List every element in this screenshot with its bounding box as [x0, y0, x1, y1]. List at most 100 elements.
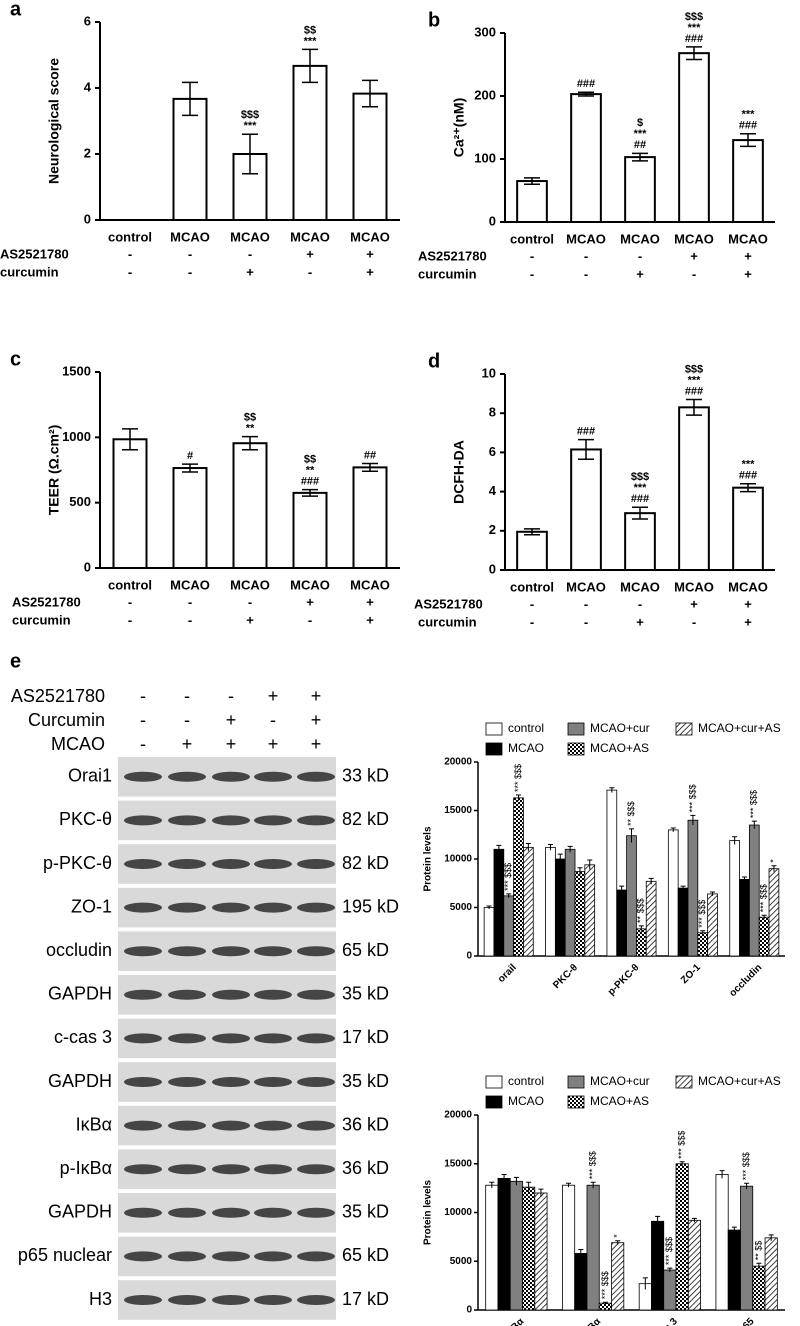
y-tick-label: 10000	[444, 854, 472, 865]
significance-label: ***	[244, 120, 258, 132]
blot-band	[297, 1033, 335, 1044]
significance-label: *** $$$	[503, 863, 513, 891]
panel-label: b	[428, 9, 440, 31]
condition-sign: -	[530, 596, 534, 611]
error-bar	[629, 828, 634, 843]
condition-sign: -	[692, 266, 696, 281]
bar	[707, 893, 718, 957]
error-bar	[501, 1173, 507, 1183]
condition-sign: +	[268, 734, 279, 754]
x-tick-label: p65	[737, 1316, 757, 1326]
condition-sign: +	[366, 594, 374, 609]
significance-label: ***	[742, 109, 756, 121]
bar	[564, 848, 576, 957]
legend-label: MCAO+cur	[590, 721, 650, 735]
condition-sign: -	[128, 594, 132, 609]
blot-band	[212, 1251, 250, 1262]
error-bar	[740, 483, 756, 493]
condition-sign: -	[584, 596, 588, 611]
blot-band	[297, 902, 335, 913]
blot-row-label: IκBα	[76, 1114, 112, 1134]
significance-label: ###	[685, 33, 703, 45]
condition-sign: +	[744, 596, 752, 611]
bar	[509, 1180, 523, 1311]
significance-label: *** $$$	[697, 900, 707, 928]
error-bar	[700, 930, 706, 935]
bar	[598, 1302, 612, 1311]
legend-label: MCAO+cur+AS	[698, 1074, 781, 1088]
blot-band	[254, 1120, 292, 1131]
condition-sign: -	[128, 246, 132, 261]
condition-sign: +	[246, 612, 254, 627]
blot-band	[124, 1120, 162, 1131]
significance-label: ###	[631, 493, 649, 505]
error-bar	[578, 1249, 584, 1258]
blot-band	[212, 1295, 250, 1305]
blot-row-label: p65 nuclear	[18, 1245, 112, 1265]
y-tick-label: 10000	[444, 1207, 472, 1218]
error-bar	[731, 1226, 737, 1233]
bar	[523, 846, 534, 957]
condition-sign: +	[636, 266, 644, 281]
condition-sign: -	[584, 248, 588, 263]
blot-band	[254, 902, 292, 913]
x-tick-label: control	[510, 231, 554, 246]
bar	[752, 1265, 766, 1311]
condition-sign: -	[140, 686, 146, 706]
error-bar	[680, 885, 686, 891]
blot-band	[168, 1164, 206, 1175]
blot-band	[254, 771, 292, 782]
legend-swatch	[567, 1075, 585, 1089]
y-axis-label: Neurological score	[46, 58, 62, 184]
x-tick-label: control	[510, 579, 554, 594]
bar	[503, 895, 515, 957]
significance-label: ###	[739, 120, 757, 132]
legend-label: MCAO+AS	[590, 741, 649, 755]
bar	[678, 406, 710, 571]
blot-row-size: 65 kD	[342, 1245, 389, 1265]
blot-band	[297, 1207, 335, 1218]
blot-row-size: 35 kD	[342, 1071, 389, 1091]
condition-sign: +	[366, 246, 374, 261]
error-bar	[642, 1277, 648, 1290]
condition-sign: -	[128, 612, 132, 627]
bar	[764, 1237, 778, 1311]
x-tick-label: MCAO	[290, 229, 330, 244]
y-tick-label: 1000	[62, 429, 91, 444]
y-tick-label: 0	[466, 1305, 472, 1316]
error-bar	[740, 133, 756, 148]
legend-swatch	[485, 742, 503, 756]
significance-label: ##	[634, 139, 646, 151]
significance-label: *** $$$	[677, 1131, 687, 1159]
bar	[636, 928, 647, 957]
y-tick-label: 20000	[444, 757, 472, 768]
bar	[616, 889, 627, 957]
significance-label: ###	[577, 426, 595, 438]
significance-label: *** $$$	[749, 790, 759, 818]
significance-label: ###	[301, 476, 319, 488]
blot-row-size: 65 kD	[342, 940, 389, 960]
condition-label: Curcumin	[28, 710, 105, 730]
condition-sign: +	[226, 734, 237, 754]
x-tick-label: MCAO	[566, 231, 606, 246]
condition-sign: -	[692, 614, 696, 629]
significance-label: ** $$$	[626, 801, 636, 826]
blot-row-size: 82 kD	[342, 809, 389, 829]
bar	[624, 512, 656, 571]
bar	[586, 1184, 600, 1311]
x-tick-label: MCAO	[290, 577, 330, 592]
significance-label: $$$	[685, 11, 703, 23]
error-bar	[648, 877, 654, 885]
error-bar	[486, 905, 492, 909]
bar	[172, 97, 208, 221]
significance-label: $$	[304, 454, 316, 466]
error-bar	[524, 177, 540, 185]
condition-sign: +	[306, 594, 314, 609]
blot-band	[124, 1164, 162, 1175]
bar	[624, 156, 656, 223]
bar	[645, 880, 657, 957]
y-tick-label: 4	[84, 79, 92, 94]
bar	[675, 1163, 689, 1311]
error-bar	[771, 865, 777, 872]
error-bar	[525, 842, 531, 852]
